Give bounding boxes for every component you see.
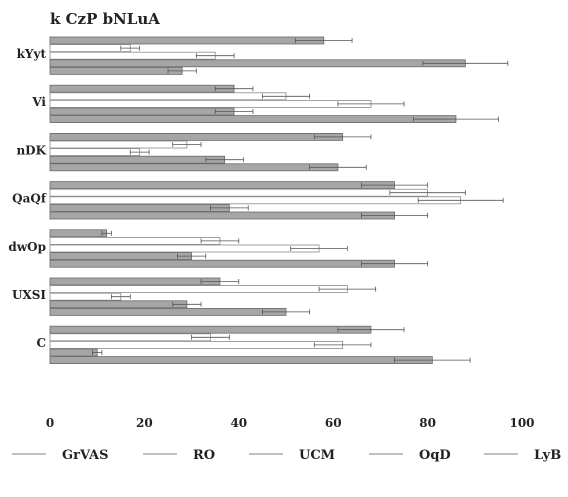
bar-oqd-qaqf: [49, 203, 230, 212]
bar-oqd-kyyt: [49, 59, 466, 68]
x-axis-ticks: 0 20 40 60 80 100: [46, 416, 535, 430]
category-label-uxsi: UXSI: [12, 288, 46, 302]
bar-ro-ndk: [49, 140, 188, 149]
legend: GrVAS RO UCM OqD LyB: [12, 448, 561, 463]
bar-grvas-c: [49, 325, 372, 334]
bar-ucm-c: [49, 340, 344, 349]
category-label-c: C: [36, 336, 46, 350]
bar-grvas-qaqf: [49, 181, 395, 190]
x-tick-label-40: 40: [230, 416, 247, 430]
bar-ucm-qaqf: [49, 196, 462, 205]
bar-lyb-uxsi: [49, 307, 287, 316]
legend-label-lyb: LyB: [534, 448, 561, 463]
chart-title: k CzP bNLuA: [50, 10, 160, 28]
category-label-kyyt: kYyt: [17, 47, 47, 61]
bar-ro-uxsi: [49, 285, 348, 294]
bar-grvas-uxsi: [49, 277, 221, 286]
bar-oqd-vi: [49, 107, 235, 116]
bar-oqd-uxsi: [49, 300, 188, 309]
bar-ucm-vi: [49, 100, 372, 108]
bar-lyb-vi: [49, 115, 457, 123]
bar-lyb-qaqf: [49, 211, 395, 220]
x-tick-label-20: 20: [136, 416, 153, 430]
x-tick-label-60: 60: [325, 416, 342, 430]
bar-oqd-dwop: [49, 252, 193, 261]
category-label-dwop: dwOp: [8, 240, 46, 254]
bar-ro-dwop: [49, 236, 221, 245]
bar-lyb-ndk: [49, 163, 339, 172]
bar-ucm-dwop: [49, 244, 320, 253]
bar-lyb-c: [49, 356, 433, 365]
bar-ucm-uxsi: [49, 292, 122, 301]
bar-oqd-ndk: [49, 155, 226, 164]
category-labels: kYyt Vi nDK QaQf dwOp UXSI C: [8, 47, 46, 350]
bar-grvas-ndk: [49, 132, 344, 141]
bar-oqd-c: [49, 348, 98, 357]
category-label-vi: Vi: [31, 95, 46, 109]
bar-ucm-kyyt: [49, 51, 216, 60]
x-tick-label-0: 0: [46, 416, 54, 430]
bar-ucm-ndk: [49, 148, 141, 157]
x-tick-label-100: 100: [509, 416, 534, 430]
bar-ro-qaqf: [49, 188, 429, 197]
bar-grvas-kyyt: [49, 36, 325, 45]
bar-lyb-kyyt: [49, 67, 183, 75]
category-label-qaqf: QaQf: [12, 192, 47, 206]
bar-grvas-vi: [49, 84, 235, 93]
legend-label-ucm: UCM: [299, 448, 335, 463]
bar-ro-kyyt: [49, 44, 131, 52]
bar-ro-vi: [49, 92, 287, 101]
legend-label-grvas: GrVAS: [62, 448, 109, 463]
category-label-ndk: nDK: [16, 143, 46, 157]
legend-label-oqd: OqD: [419, 448, 451, 463]
x-tick-label-80: 80: [419, 416, 436, 430]
bar-grvas-dwop: [49, 229, 108, 238]
legend-label-ro: RO: [193, 448, 215, 463]
bar-lyb-dwop: [49, 259, 395, 268]
bar-ro-c: [49, 333, 211, 342]
bars-layer: [49, 36, 509, 365]
